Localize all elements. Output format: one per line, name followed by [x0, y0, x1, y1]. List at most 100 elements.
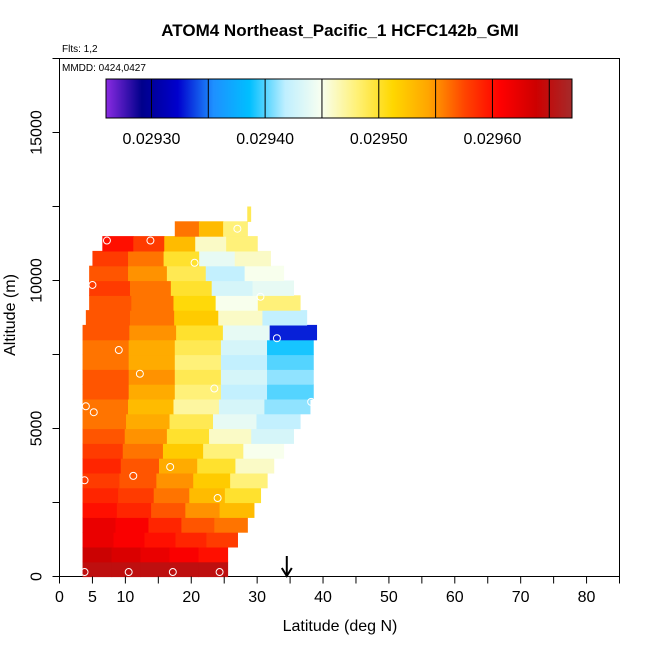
heatmap-cell [82, 339, 130, 356]
heatmap-cell [151, 502, 186, 518]
heatmap-cell [170, 280, 213, 296]
heatmap-cell [128, 369, 176, 385]
heatmap-cell [169, 546, 200, 563]
heatmap-cell [264, 398, 311, 415]
heatmap-cell [174, 221, 200, 237]
heatmap-cell [126, 413, 171, 430]
heatmap-cell [120, 458, 160, 474]
heatmap-cell [243, 443, 285, 459]
heatmap-cell [82, 428, 126, 444]
heatmap-cell [169, 413, 214, 430]
heatmap-cell [220, 384, 268, 400]
observation-point [88, 280, 97, 289]
heatmap-cell [252, 280, 294, 296]
heatmap-cell [220, 369, 268, 385]
latitude-marker-arrow [280, 556, 293, 578]
heatmap-cell [269, 324, 318, 341]
observation-point [168, 568, 177, 577]
colorbar: 0.02930 0.02940 0.02950 0.02960 [105, 78, 573, 148]
observation-point [146, 236, 155, 245]
y-tick-label: 0 [29, 572, 46, 581]
heatmap-cell [198, 546, 229, 563]
plot-frame [59, 58, 620, 577]
heatmap-cell [169, 561, 200, 578]
heatmap-cell [89, 265, 129, 282]
observation-point [213, 494, 222, 503]
heatmap-cell [244, 265, 285, 282]
heatmap-cell [185, 502, 221, 518]
heatmap-cell [193, 472, 231, 489]
observation-layer [80, 224, 316, 577]
y-tick-label: 10000 [29, 258, 46, 303]
x-tick-label: 40 [314, 589, 332, 606]
heatmap-cell [203, 443, 244, 459]
heatmap-cell [251, 428, 294, 444]
heatmap-cell [113, 532, 146, 548]
heatmap-cell [82, 517, 117, 533]
x-tick-label: 0 [55, 589, 64, 606]
heatmap-cell [197, 458, 236, 474]
observation-point [80, 476, 89, 485]
colorbar-dividers [150, 79, 550, 118]
observation-point [256, 292, 265, 301]
heatmap-cell [140, 546, 171, 563]
heatmap-cell [164, 236, 196, 252]
heatmap-cell [218, 398, 265, 415]
colorbar-tick-label: 0.02950 [350, 131, 408, 148]
heatmap-layer [82, 206, 318, 578]
x-tick-label: 50 [380, 589, 398, 606]
heatmap-cell [218, 310, 264, 326]
colorbar-ticks: 0.02930 0.02940 0.02950 0.02960 [123, 131, 522, 148]
heatmap-cell [82, 354, 130, 370]
x-tick-label: 30 [248, 589, 266, 606]
observation-point [166, 462, 175, 471]
heatmap-cell [181, 517, 215, 533]
heatmap-cell [226, 236, 258, 252]
heatmap-cell [82, 324, 130, 341]
heatmap-cell [128, 265, 168, 282]
observation-point [272, 334, 281, 343]
heatmap-cell [115, 517, 150, 533]
heatmap-cell [156, 472, 194, 489]
heatmap-cell [82, 472, 121, 489]
observation-point [124, 568, 133, 577]
colorbar-tick-label: 0.02930 [123, 131, 181, 148]
x-tick-label: 80 [578, 589, 596, 606]
heatmap-cell [256, 413, 301, 430]
heatmap-cell [128, 384, 176, 400]
heatmap-cell [153, 487, 190, 504]
heatmap-cell [166, 428, 210, 444]
observation-point [114, 346, 123, 355]
heatmap-cell [158, 458, 198, 474]
date-note: MMDD: 0424,0427 [62, 63, 146, 74]
heatmap-cell [128, 250, 165, 267]
heatmap-cell [85, 310, 131, 326]
y-axis-label: Altitude (m) [2, 274, 19, 356]
heatmap-cell [206, 532, 238, 548]
heatmap-cell [111, 546, 142, 563]
heatmap-cell [205, 265, 246, 282]
observation-point [135, 369, 144, 378]
observation-point [81, 402, 90, 411]
heatmap-cell [173, 295, 217, 311]
heatmap-cell [116, 502, 152, 518]
heatmap-cell [174, 354, 222, 370]
heatmap-cell [131, 295, 175, 311]
heatmap-cell [128, 339, 176, 356]
heatmap-cell [82, 502, 118, 518]
heatmap-cell [195, 236, 227, 252]
heatmap-cell [267, 354, 314, 370]
observation-point [210, 384, 219, 393]
heatmap-cell [173, 398, 220, 415]
heatmap-cell [82, 369, 130, 385]
heatmap-cell [214, 517, 248, 533]
heatmap-cell [267, 339, 314, 356]
heatmap-cell [174, 384, 222, 400]
heatmap-cell [223, 221, 248, 237]
x-tick-label: 20 [182, 589, 200, 606]
heatmap-cell [235, 458, 275, 474]
heatmap-cell [257, 295, 301, 311]
observation-point [190, 258, 199, 267]
heatmap-cell [82, 398, 129, 415]
